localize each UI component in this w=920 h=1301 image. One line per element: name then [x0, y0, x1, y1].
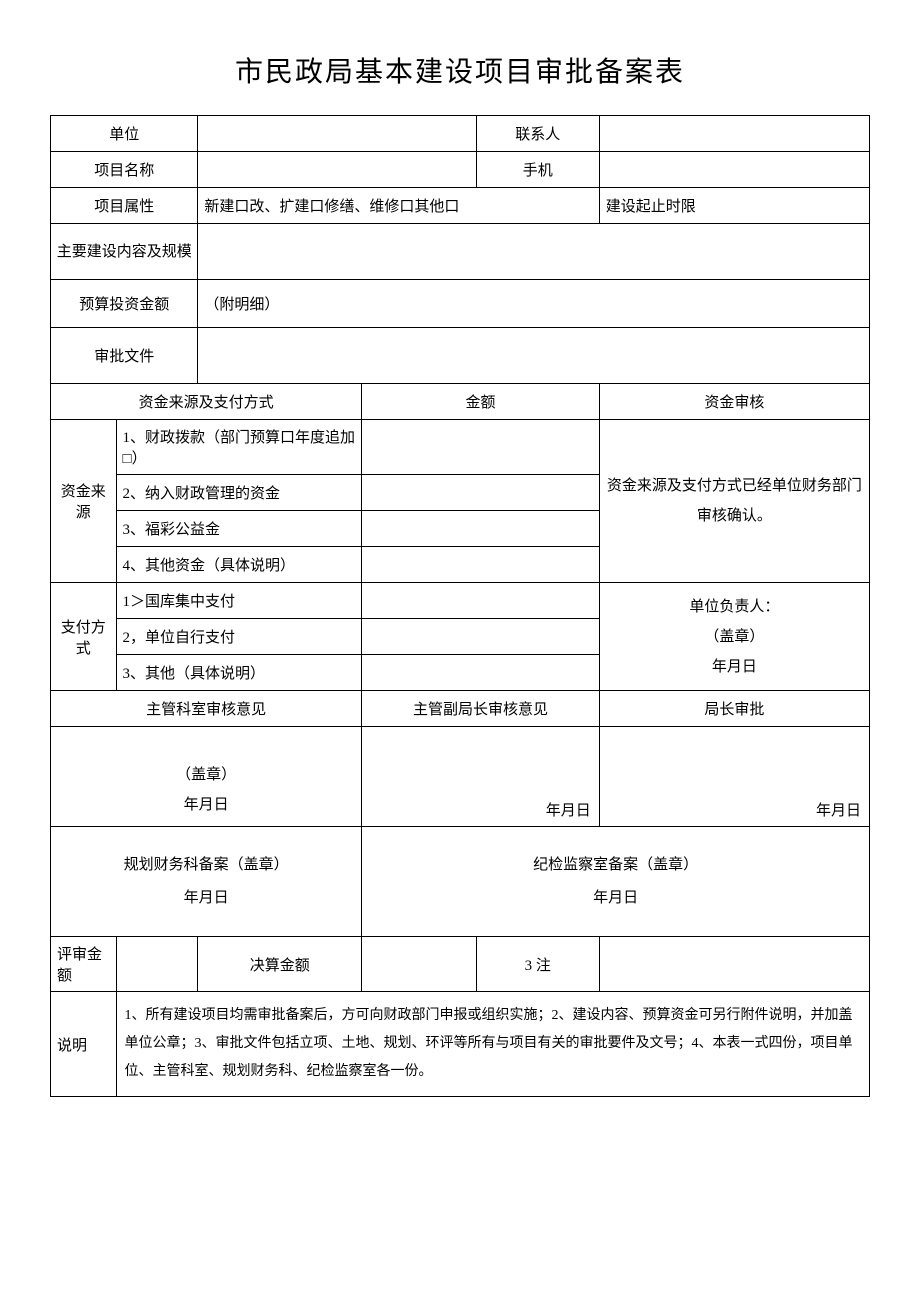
label-final-amount: 决算金额: [198, 937, 362, 992]
field-unit[interactable]: [198, 116, 476, 152]
stamp-label-2: （盖章）: [176, 760, 236, 790]
label-pay-method: 支付方式: [51, 583, 117, 691]
label-approval-doc: 审批文件: [51, 328, 198, 384]
field-approval-doc[interactable]: [198, 328, 870, 384]
field-contact[interactable]: [599, 116, 869, 152]
date-label-5: 年月日: [55, 882, 357, 915]
field-amount-4[interactable]: [362, 547, 600, 583]
label-project-attr: 项目属性: [51, 188, 198, 224]
field-plan-finance[interactable]: 规划财务科备案（盖章） 年月日: [51, 827, 362, 937]
label-fund-source-method: 资金来源及支付方式: [51, 384, 362, 420]
label-unit: 单位: [51, 116, 198, 152]
label-pay3: 3、其他（具体说明）: [116, 655, 362, 691]
label-dept-opinion: 主管科室审核意见: [51, 691, 362, 727]
label-deputy-opinion: 主管副局长审核意见: [362, 691, 600, 727]
label-source3: 3、福彩公益金: [116, 511, 362, 547]
label-content-scale: 主要建设内容及规模: [51, 224, 198, 280]
label-phone: 手机: [476, 152, 599, 188]
unit-head-label: 单位负责人：: [604, 592, 865, 622]
label-explain: 说明: [51, 992, 117, 1097]
field-amount-3[interactable]: [362, 511, 600, 547]
label-project-name: 项目名称: [51, 152, 198, 188]
fund-confirm-text: 资金来源及支付方式已经单位财务部门审核确认。: [599, 420, 869, 583]
date-label-4: 年月日: [816, 803, 861, 819]
date-label-3: 年月日: [546, 803, 591, 819]
field-deputy-opinion[interactable]: 年月日: [362, 727, 600, 827]
approval-form-table: 单位 联系人 项目名称 手机 项目属性 新建口改、扩建口修缮、维修口其他口 建设…: [50, 115, 870, 1097]
label-source4: 4、其他资金（具体说明）: [116, 547, 362, 583]
field-note3[interactable]: [599, 937, 869, 992]
date-label-2: 年月日: [176, 790, 236, 820]
field-final-amount[interactable]: [362, 937, 477, 992]
label-pay1: 1＞国库集中支付: [116, 583, 362, 619]
label-amount: 金额: [362, 384, 600, 420]
page-title: 市民政局基本建设项目审批备案表: [50, 50, 870, 90]
field-budget[interactable]: （附明细）: [198, 280, 870, 328]
field-review-amount[interactable]: [116, 937, 198, 992]
field-pay-amount-1[interactable]: [362, 583, 600, 619]
label-budget: 预算投资金额: [51, 280, 198, 328]
field-pay-amount-3[interactable]: [362, 655, 600, 691]
label-fund-review: 资金审核: [599, 384, 869, 420]
field-dept-opinion[interactable]: （盖章） 年月日: [51, 727, 362, 827]
field-content-scale[interactable]: [198, 224, 870, 280]
stamp-label-1: （盖章）: [604, 622, 865, 652]
explain-text: 1、所有建设项目均需审批备案后，方可向财政部门申报或组织实施；2、建设内容、预算…: [116, 992, 869, 1097]
field-discipline[interactable]: 纪检监察室备案（盖章） 年月日: [362, 827, 870, 937]
label-review-amount: 评审金额: [51, 937, 117, 992]
field-amount-1[interactable]: [362, 420, 600, 475]
label-discipline: 纪检监察室备案（盖章）: [366, 849, 865, 882]
label-contact: 联系人: [476, 116, 599, 152]
date-label-1: 年月日: [604, 652, 865, 682]
label-pay2: 2，单位自行支付: [116, 619, 362, 655]
label-fund-source: 资金来源: [51, 420, 117, 583]
field-phone[interactable]: [599, 152, 869, 188]
label-build-period: 建设起止时限: [599, 188, 869, 224]
label-note3: 3 注: [476, 937, 599, 992]
field-amount-2[interactable]: [362, 475, 600, 511]
unit-head-stamp: 单位负责人： （盖章） 年月日: [599, 583, 869, 691]
field-director-approval[interactable]: 年月日: [599, 727, 869, 827]
date-label-6: 年月日: [366, 882, 865, 915]
label-director-approval: 局长审批: [599, 691, 869, 727]
field-pay-amount-2[interactable]: [362, 619, 600, 655]
label-plan-finance: 规划财务科备案（盖章）: [55, 849, 357, 882]
label-source1: 1、财政拨款（部门预算口年度追加□）: [116, 420, 362, 475]
field-project-attr[interactable]: 新建口改、扩建口修缮、维修口其他口: [198, 188, 599, 224]
field-project-name[interactable]: [198, 152, 476, 188]
label-source2: 2、纳入财政管理的资金: [116, 475, 362, 511]
